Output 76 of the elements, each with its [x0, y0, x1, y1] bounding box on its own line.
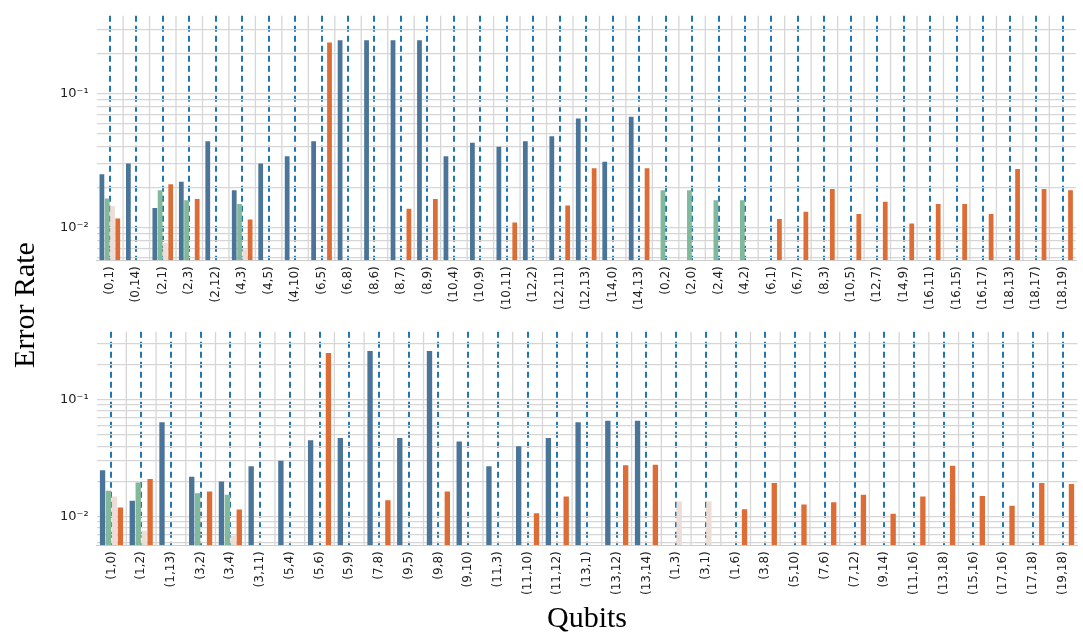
- x-tick-label: (3,4): [222, 551, 237, 580]
- x-tick-label: (10,11): [498, 266, 513, 310]
- x-tick-label: (15,16): [965, 551, 980, 595]
- x-tick-label: (8,6): [366, 266, 381, 295]
- x-tick-label: (14,9): [895, 266, 910, 303]
- x-tick-label: (2,1): [154, 266, 169, 295]
- x-tick-label: (1,6): [727, 551, 742, 580]
- x-tick-label: (13,12): [608, 551, 623, 595]
- x-tick-label: (17,16): [995, 551, 1010, 595]
- x-tick-label: (4,3): [234, 266, 249, 295]
- x-tick-label: (5,6): [311, 551, 326, 580]
- x-tick-label: (16,17): [975, 266, 990, 310]
- x-tick-label: (3,2): [192, 551, 207, 580]
- x-tick-label: (19,18): [1054, 551, 1069, 595]
- x-tick-label: (13,14): [638, 551, 653, 595]
- x-tick-label: (5,10): [787, 551, 802, 588]
- x-tick-label: (8,7): [393, 266, 408, 295]
- x-tick-label: (9,10): [460, 551, 475, 588]
- x-tick-label: (0,1): [101, 266, 116, 295]
- x-tick-label: (12,2): [525, 266, 540, 303]
- y-tick-label: 10⁻¹: [59, 391, 89, 407]
- x-tick-label: (14,13): [631, 266, 646, 310]
- x-tick-label: (3,1): [698, 551, 713, 580]
- x-tick-label: (16,11): [922, 266, 937, 310]
- x-tick-label: (11,16): [906, 551, 921, 595]
- x-tick-label: (1,3): [668, 551, 683, 580]
- x-tick-label: (10,9): [472, 266, 487, 303]
- x-tick-label: (2,12): [207, 266, 222, 303]
- x-tick-label: (3,8): [757, 551, 772, 580]
- y-tick-label: 10⁻²: [59, 508, 89, 524]
- x-tick-label: (6,7): [790, 266, 805, 295]
- x-tick-label: (12,13): [578, 266, 593, 310]
- x-tick-label: (7,6): [816, 551, 831, 580]
- x-tick-label: (7,8): [371, 551, 386, 580]
- x-tick-label: (17,18): [1024, 551, 1039, 595]
- x-tick-label: (9,8): [430, 551, 445, 580]
- x-tick-label: (12,7): [869, 266, 884, 303]
- x-tick-label: (6,5): [313, 266, 328, 295]
- x-tick-label: (18,19): [1054, 266, 1069, 310]
- x-tick-label: (9,14): [876, 551, 891, 588]
- x-tick-label: (16,15): [948, 266, 963, 310]
- x-tick-label: (2,0): [684, 266, 699, 295]
- x-tick-label: (8,9): [419, 266, 434, 295]
- x-tick-label: (0,14): [128, 266, 143, 303]
- x-tick-label: (1,0): [103, 551, 118, 580]
- x-tick-label: (6,1): [763, 266, 778, 295]
- x-tick-label: (4,2): [737, 266, 752, 295]
- y-axis-title: Error Rate: [7, 242, 41, 368]
- x-tick-label: (14,0): [604, 266, 619, 303]
- x-tick-label: (5,9): [341, 551, 356, 580]
- x-tick-label: (7,12): [846, 551, 861, 588]
- x-tick-label: (5,4): [281, 551, 296, 580]
- x-tick-label: (11,12): [549, 551, 564, 595]
- x-tick-label: (18,13): [1001, 266, 1016, 310]
- x-tick-label: (9,5): [400, 551, 415, 580]
- x-tick-label: (10,4): [446, 266, 461, 303]
- x-tick-label: (13,18): [935, 551, 950, 595]
- x-tick-label: (4,10): [287, 266, 302, 303]
- x-tick-label: (2,3): [181, 266, 196, 295]
- x-tick-label: (8,3): [816, 266, 831, 295]
- x-tick-label: (6,8): [340, 266, 355, 295]
- x-tick-label: (2,4): [710, 266, 725, 295]
- x-tick-label: (3,11): [252, 551, 267, 588]
- x-tick-label: (1,2): [133, 551, 148, 580]
- x-tick-label: (11,3): [489, 551, 504, 588]
- x-tick-label: (11,10): [519, 551, 534, 595]
- x-tick-label: (0,2): [657, 266, 672, 295]
- x-tick-label: (1,13): [163, 551, 178, 588]
- y-tick-label: 10⁻²: [59, 218, 89, 234]
- x-tick-label: (13,1): [579, 551, 594, 588]
- x-tick-label: (10,5): [842, 266, 857, 303]
- x-axis-title: Qubits: [547, 599, 628, 633]
- x-tick-label: (18,17): [1028, 266, 1043, 310]
- y-tick-label: 10⁻¹: [59, 84, 89, 100]
- x-tick-label: (4,5): [260, 266, 275, 295]
- x-tick-label: (12,11): [551, 266, 566, 310]
